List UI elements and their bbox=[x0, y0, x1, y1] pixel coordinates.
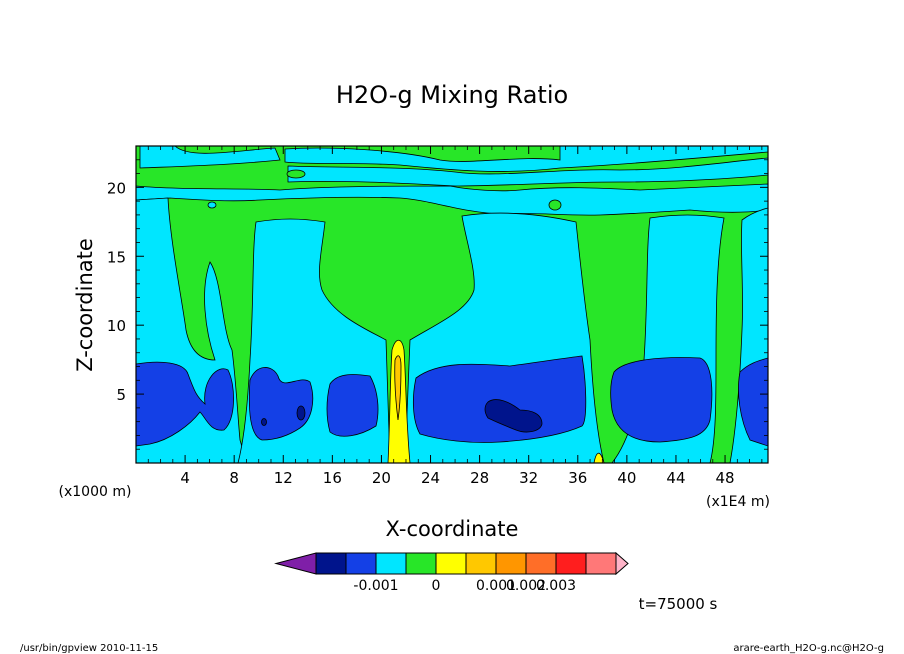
time-annotation: t=75000 s bbox=[639, 595, 718, 613]
plot-frame bbox=[135, 145, 769, 464]
region-cyan-blob bbox=[207, 201, 217, 209]
y-tick-label: 15 bbox=[107, 248, 126, 266]
region-darkblue-1 bbox=[296, 405, 306, 421]
colorbar-tick-label: -0.001 bbox=[353, 578, 398, 594]
colorbar-box bbox=[555, 552, 587, 575]
x-unit-right: (x1E4 m) bbox=[706, 494, 770, 510]
region-darkblue-2 bbox=[261, 418, 267, 426]
region-blue-4 bbox=[412, 355, 587, 443]
region-green-blob bbox=[286, 169, 306, 179]
x-axis-ticks: 4 8 12 16 20 24 28 32 36 40 44 48 bbox=[147, 146, 763, 487]
x-tick-label: 4 bbox=[180, 469, 190, 487]
colorbar-tick-label: 0.002 bbox=[506, 578, 546, 594]
contour-field bbox=[136, 146, 768, 463]
x-tick-label: 48 bbox=[716, 469, 735, 487]
x-tick-label: 16 bbox=[323, 469, 342, 487]
colorbar-tick-label: 0.003 bbox=[536, 578, 576, 594]
region-cyan-top-band-3 bbox=[287, 157, 768, 187]
colorbar-tick-label: 0.001 bbox=[476, 578, 516, 594]
colorbar-box bbox=[405, 552, 437, 575]
y-tick-label: 5 bbox=[116, 386, 126, 404]
colorbar-box bbox=[495, 552, 527, 575]
footer-left: /usr/bin/gpview 2010-11-15 bbox=[20, 643, 158, 654]
region-cyan-top-band-2 bbox=[284, 146, 768, 172]
region-blue-3 bbox=[326, 374, 379, 437]
colorbar-box bbox=[435, 552, 467, 575]
y-tick-label: 20 bbox=[107, 179, 126, 197]
colorbar-box bbox=[315, 552, 347, 575]
y-tick-label: 10 bbox=[107, 317, 126, 335]
region-blue-6 bbox=[738, 357, 768, 447]
colorbar-left-arrow bbox=[274, 552, 317, 575]
colorbar-box bbox=[465, 552, 497, 575]
x-axis-label: X-coordinate bbox=[386, 517, 519, 541]
x-tick-label: 44 bbox=[666, 469, 685, 487]
region-blue-5 bbox=[610, 357, 713, 443]
x-tick-label: 40 bbox=[617, 469, 636, 487]
region-cyan-top-band bbox=[139, 146, 281, 169]
x-tick-label: 32 bbox=[519, 469, 538, 487]
x-tick-label: 20 bbox=[372, 469, 391, 487]
x-unit-left: (x1000 m) bbox=[59, 484, 132, 500]
x-tick-label: 8 bbox=[229, 469, 239, 487]
x-tick-label: 28 bbox=[470, 469, 489, 487]
y-axis-ticks: 5 10 15 20 bbox=[107, 159, 768, 450]
colorbar-box bbox=[525, 552, 557, 575]
colorbar-right-arrow bbox=[615, 551, 629, 576]
region-blue-1 bbox=[136, 361, 234, 447]
region-darkblue-3 bbox=[484, 399, 543, 433]
x-tick-label: 12 bbox=[274, 469, 293, 487]
x-tick-label: 36 bbox=[568, 469, 587, 487]
chart-title: H2O-g Mixing Ratio bbox=[336, 81, 568, 109]
colorbar-box bbox=[375, 552, 407, 575]
region-cyan-upper-left bbox=[136, 183, 768, 216]
x-tick-label: 24 bbox=[421, 469, 440, 487]
y-axis-label: Z-coordinate bbox=[73, 238, 97, 372]
colorbar-box bbox=[345, 552, 377, 575]
region-green-blob-2 bbox=[548, 199, 562, 211]
colorbar-box bbox=[585, 552, 617, 575]
colorbar-tick-label: 0 bbox=[432, 578, 441, 594]
region-orange-plume-core bbox=[394, 355, 402, 421]
footer-right: arare-earth_H2O-g.nc@H2O-g bbox=[733, 643, 884, 654]
